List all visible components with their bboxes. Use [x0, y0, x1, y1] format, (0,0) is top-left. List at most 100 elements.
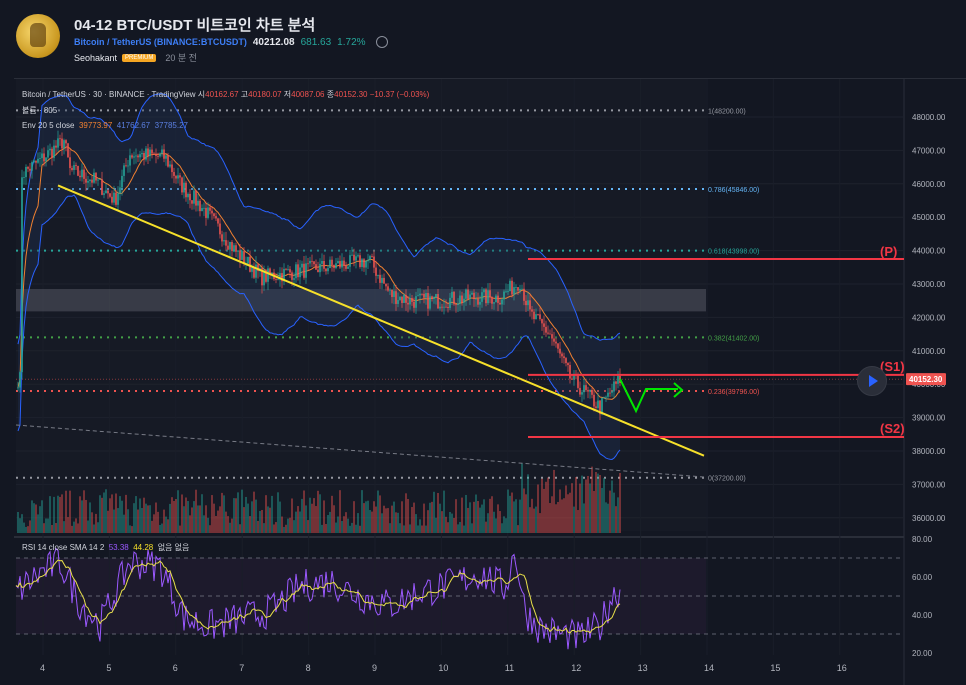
- volume-bar: [225, 511, 227, 533]
- volume-legend: 볼륨 · 805: [22, 106, 58, 115]
- volume-bar: [547, 477, 549, 533]
- volume-bar: [391, 505, 393, 533]
- candle-body: [165, 155, 167, 159]
- candle-body: [31, 162, 33, 171]
- candle: [475, 291, 477, 307]
- volume-bar: [605, 502, 607, 533]
- volume-bar: [281, 516, 283, 533]
- candle-body: [525, 300, 527, 306]
- candle-body: [159, 153, 161, 157]
- volume-bar: [95, 513, 97, 533]
- candle-body: [77, 166, 79, 176]
- candle-body: [361, 259, 363, 267]
- candle: [495, 294, 497, 303]
- candle-body: [143, 152, 145, 160]
- volume-bar: [543, 488, 545, 533]
- candle-body: [489, 290, 491, 298]
- candle: [529, 294, 531, 317]
- volume-bar: [155, 502, 157, 533]
- candle-body: [257, 264, 259, 272]
- volume-bar: [121, 500, 123, 533]
- candle-body: [21, 177, 23, 373]
- candle: [443, 298, 445, 315]
- price-axis-label: 39000.00: [912, 414, 946, 423]
- candle: [585, 381, 587, 392]
- descending-trendline: [57, 184, 705, 457]
- volume-bar: [387, 508, 389, 533]
- volume-bar: [213, 503, 215, 533]
- candle-body: [491, 297, 493, 304]
- volume-bar: [381, 513, 383, 533]
- play-forecast-button[interactable]: [857, 366, 887, 396]
- candle: [411, 295, 413, 306]
- candle-body: [319, 263, 321, 273]
- candle-body: [531, 309, 533, 312]
- candle: [613, 376, 615, 399]
- volume-bar: [21, 514, 23, 533]
- candle-body: [215, 216, 217, 219]
- volume-bar: [477, 501, 479, 533]
- candle: [223, 232, 225, 246]
- candle: [21, 169, 23, 380]
- candle-body: [211, 210, 213, 214]
- candle-body: [205, 207, 207, 218]
- candle: [477, 292, 479, 308]
- candle: [455, 303, 457, 313]
- alarm-clock-icon[interactable]: [375, 36, 388, 48]
- candle-body: [569, 365, 571, 379]
- volume-bar: [205, 505, 207, 533]
- candle: [307, 257, 309, 271]
- author-name[interactable]: Seohakant: [74, 52, 118, 63]
- candle: [409, 293, 411, 310]
- candle-body: [137, 155, 139, 158]
- candle-body: [503, 291, 505, 300]
- candle-body: [565, 358, 567, 364]
- candle-body: [105, 190, 107, 194]
- candle: [187, 192, 189, 205]
- candle: [449, 292, 451, 311]
- candle-body: [95, 172, 97, 181]
- last-price: 40212.08: [252, 36, 295, 48]
- candle-body: [101, 179, 103, 195]
- volume-bar: [439, 503, 441, 533]
- candle-body: [139, 154, 141, 158]
- author-avatar[interactable]: [16, 14, 60, 58]
- candle-body: [593, 394, 595, 407]
- volume-bar: [383, 505, 385, 533]
- candle: [327, 265, 329, 275]
- candle-body: [415, 296, 417, 308]
- volume-bar: [131, 526, 133, 533]
- candle: [329, 256, 331, 269]
- volume-bar: [171, 497, 173, 533]
- candle: [233, 242, 235, 253]
- volume-bar: [239, 524, 241, 533]
- chart-area[interactable]: 48000.00 47000.00 46000.00 45000.00 44000.00…: [14, 78, 966, 685]
- candle: [539, 307, 541, 321]
- candle-body: [371, 256, 373, 257]
- volume-bar: [443, 490, 445, 533]
- candle-body: [123, 165, 125, 176]
- candle-body: [125, 165, 127, 167]
- price-axis-label: 37000.00: [912, 480, 946, 489]
- volume-bar: [113, 509, 115, 533]
- candle: [261, 264, 263, 294]
- candle-body: [175, 175, 177, 179]
- candle: [249, 250, 251, 273]
- candle-body: [35, 160, 37, 163]
- level-label: (S1): [880, 359, 905, 374]
- price-axis-label: 38000.00: [912, 447, 946, 456]
- candle-body: [389, 289, 391, 291]
- volume-bar: [437, 493, 439, 533]
- candle-body: [277, 279, 279, 281]
- volume-bar: [351, 522, 353, 533]
- candle: [377, 274, 379, 279]
- candle-body: [597, 400, 599, 408]
- volume-bar: [65, 490, 67, 533]
- candle: [543, 315, 545, 336]
- candle-body: [465, 289, 467, 299]
- candle-body: [75, 165, 77, 167]
- symbol-link[interactable]: Bitcoin / TetherUS (BINANCE:BTCUSDT): [74, 37, 247, 47]
- level-label: (S2): [880, 421, 905, 436]
- price-chart-svg[interactable]: 48000.00 47000.00 46000.00 45000.00 44000.00…: [14, 79, 966, 685]
- candle: [563, 352, 565, 364]
